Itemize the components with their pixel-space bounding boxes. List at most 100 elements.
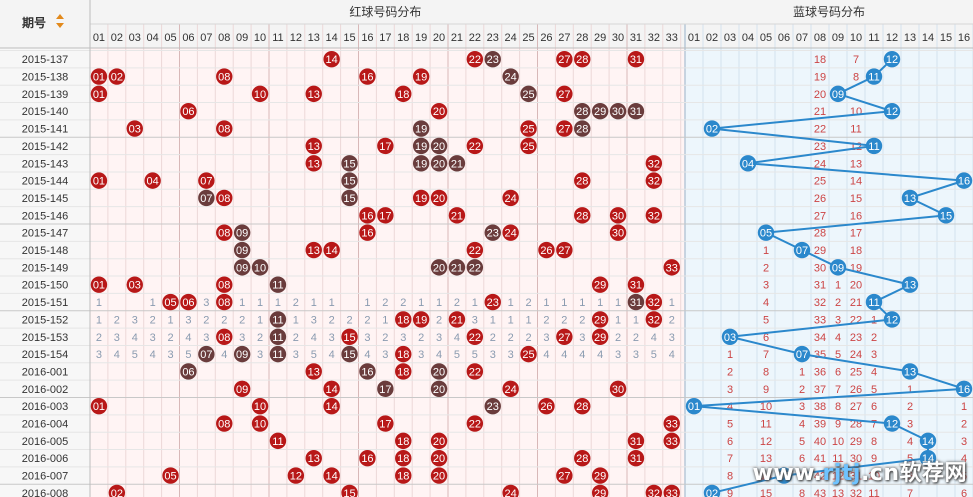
blue-miss-count: 29 — [850, 436, 862, 448]
blue-miss-count: 4 — [727, 401, 733, 413]
red-number-header: 25 — [522, 32, 534, 44]
blue-miss-count: 14 — [850, 176, 862, 188]
red-ball-number: 24 — [505, 72, 517, 84]
blue-ball-number: 12 — [886, 314, 898, 326]
red-ball-number: 13 — [308, 245, 320, 257]
blue-miss-count: 2 — [763, 262, 769, 274]
red-ball — [126, 120, 143, 137]
red-ball-number: 20 — [433, 453, 445, 465]
red-ball — [574, 103, 591, 120]
red-ball-number: 11 — [272, 314, 283, 326]
red-miss-count: 2 — [257, 332, 263, 344]
red-ball-number: 20 — [433, 471, 445, 483]
red-ball — [216, 189, 233, 207]
blue-miss-count: 8 — [763, 366, 769, 378]
blue-miss-count: 10 — [832, 436, 844, 448]
red-miss-count: 3 — [150, 332, 156, 344]
blue-ball-number: 03 — [724, 332, 736, 344]
red-ball — [591, 328, 609, 345]
blue-miss-count: 30 — [850, 453, 862, 465]
red-ball — [269, 345, 287, 363]
red-number-header: 27 — [558, 32, 570, 44]
blue-miss-count: 6 — [961, 488, 967, 497]
red-ball — [627, 50, 645, 68]
red-number-header: 28 — [576, 32, 588, 44]
red-ball — [126, 276, 143, 293]
period-label: 2016-002 — [22, 384, 69, 396]
red-miss-count: 3 — [418, 349, 424, 361]
blue-miss-count: 24 — [814, 158, 826, 170]
red-miss-count: 3 — [472, 314, 478, 326]
red-ball — [556, 467, 573, 484]
blue-miss-count: 9 — [727, 488, 733, 497]
red-ball — [627, 293, 645, 311]
red-ball-number: 31 — [630, 297, 642, 309]
red-miss-count: 2 — [508, 332, 514, 344]
blue-miss-count: 30 — [814, 262, 826, 274]
red-ball — [323, 467, 340, 484]
red-ball-number: 29 — [594, 314, 606, 326]
period-label: 2016-008 — [22, 488, 69, 497]
blue-miss-count: 40 — [814, 436, 826, 448]
blue-zone-title: 蓝球号码分布 — [793, 5, 865, 19]
red-ball-number: 13 — [308, 366, 320, 378]
red-ball-number: 23 — [487, 228, 499, 240]
blue-miss-count: 19 — [814, 72, 826, 84]
blue-miss-count: 7 — [907, 488, 913, 497]
blue-miss-count: 4 — [835, 332, 841, 344]
red-number-header: 29 — [594, 32, 606, 44]
red-ball-number: 28 — [576, 124, 588, 136]
red-ball — [574, 120, 591, 137]
blue-miss-count: 13 — [760, 453, 772, 465]
blue-miss-count: 18 — [850, 245, 862, 257]
red-miss-count: 1 — [543, 297, 549, 309]
blue-number-header: 12 — [886, 32, 898, 44]
red-miss-count: 2 — [454, 297, 460, 309]
red-ball-number: 13 — [308, 158, 320, 170]
red-ball-number: 15 — [343, 349, 355, 361]
red-ball — [448, 207, 466, 224]
blue-miss-count: 39 — [814, 419, 826, 431]
red-ball — [216, 276, 233, 293]
red-ball — [323, 241, 340, 259]
red-miss-count: 2 — [167, 332, 173, 344]
blue-ball-number: 09 — [832, 89, 844, 101]
blue-ball-number: 13 — [904, 280, 916, 292]
red-miss-count: 3 — [185, 314, 191, 326]
red-miss-count: 3 — [364, 332, 370, 344]
red-ball-number: 14 — [326, 245, 338, 257]
red-miss-count: 2 — [346, 314, 352, 326]
red-ball-number: 27 — [558, 54, 570, 66]
red-ball-number: 27 — [558, 124, 570, 136]
blue-ball-number: 12 — [886, 54, 898, 66]
red-ball — [574, 172, 591, 189]
blue-ball — [721, 328, 739, 345]
red-ball — [359, 68, 376, 85]
blue-miss-count: 8 — [853, 72, 859, 84]
red-ball-number: 09 — [236, 384, 248, 396]
blue-ball-number: 05 — [760, 228, 772, 240]
blue-ball-number: 14 — [922, 436, 934, 448]
red-ball-number: 15 — [343, 158, 355, 170]
period-label: 2016-003 — [22, 401, 69, 413]
red-ball — [663, 484, 680, 497]
blue-ball — [829, 259, 847, 276]
blue-miss-count: 15 — [760, 488, 772, 497]
red-ball — [556, 328, 573, 345]
blue-miss-count: 3 — [961, 436, 967, 448]
blue-miss-count: 9 — [871, 453, 877, 465]
red-ball-number: 31 — [630, 453, 642, 465]
red-ball — [305, 450, 322, 467]
red-miss-count: 2 — [561, 314, 567, 326]
red-ball — [323, 50, 340, 68]
blue-miss-count: 1 — [835, 280, 841, 292]
red-ball-number: 17 — [379, 419, 391, 431]
red-ball-number: 14 — [326, 471, 338, 483]
blue-miss-count: 7 — [727, 453, 733, 465]
blue-miss-count: 8 — [871, 436, 877, 448]
blue-ball-number: 11 — [868, 72, 879, 84]
red-miss-count: 3 — [96, 349, 102, 361]
red-ball-number: 18 — [397, 314, 409, 326]
blue-ball — [757, 224, 775, 241]
blue-miss-count: 2 — [799, 384, 805, 396]
